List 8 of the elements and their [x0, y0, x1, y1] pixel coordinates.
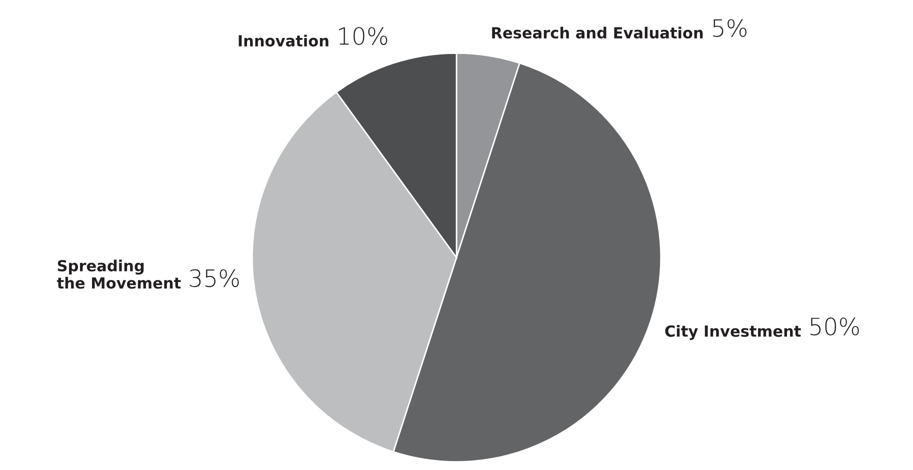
- data-label: 50%: [810, 318, 859, 336]
- slice-label: City Investment: [665, 325, 801, 340]
- data-label: 10%: [339, 27, 388, 45]
- slice-label: Innovation: [238, 34, 328, 47]
- data-label: 35%: [190, 269, 239, 288]
- slice-label: Research and Evaluation: [492, 26, 703, 39]
- data-label: 5%: [713, 19, 746, 37]
- slice-label: Spreading the Movement: [56, 260, 181, 289]
